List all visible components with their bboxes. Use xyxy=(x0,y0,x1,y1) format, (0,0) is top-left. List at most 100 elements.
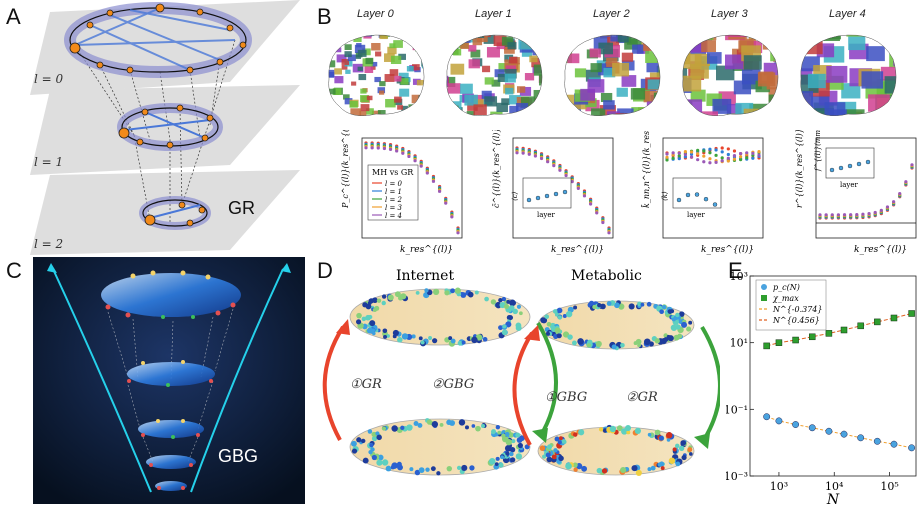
d-node xyxy=(666,432,673,439)
d-node xyxy=(512,308,518,315)
d-node xyxy=(490,429,497,435)
b-legend-item: l = 0 xyxy=(385,180,403,188)
b-legend-item: l = 2 xyxy=(385,196,403,204)
e-point-pc xyxy=(873,437,881,445)
b-point xyxy=(689,155,694,159)
d-node xyxy=(377,454,384,461)
d-node xyxy=(430,466,436,472)
d-node xyxy=(381,459,389,466)
d-node xyxy=(567,334,573,340)
b-point xyxy=(702,154,706,158)
b-point xyxy=(818,213,822,217)
d-node xyxy=(498,325,503,331)
arrow-label-metabolic-2: ②GR xyxy=(626,390,658,405)
d-node xyxy=(572,462,578,468)
d-node xyxy=(544,314,550,320)
d-node xyxy=(542,454,547,459)
b-inset-xlabel: layer xyxy=(537,211,556,219)
b-point xyxy=(739,152,743,156)
d-node xyxy=(474,290,479,295)
model-label-gr: GR xyxy=(228,198,255,218)
d-node xyxy=(415,290,420,295)
d-node xyxy=(659,309,664,315)
e-point-chi xyxy=(775,339,783,346)
b-inset-xlabel: layer xyxy=(840,181,859,189)
d-node xyxy=(392,329,399,336)
d-node xyxy=(382,328,388,334)
d-node xyxy=(573,432,578,437)
b-point xyxy=(665,155,669,159)
b-subplot-1 xyxy=(512,137,614,239)
d-node xyxy=(686,326,692,332)
plane-layer-2 xyxy=(30,170,300,255)
d-node xyxy=(385,465,392,472)
d-node xyxy=(565,462,572,470)
d-node xyxy=(432,338,438,344)
b-point xyxy=(376,146,380,150)
d-node xyxy=(626,430,631,435)
d-node xyxy=(508,315,514,321)
b-point xyxy=(861,212,865,216)
d-node xyxy=(658,435,664,441)
e-ytick: 10³ xyxy=(730,270,748,283)
d-node xyxy=(546,456,553,463)
b-point xyxy=(873,210,877,215)
d-node xyxy=(552,309,558,314)
d-node xyxy=(498,462,504,468)
b-point xyxy=(558,168,562,172)
layer-label-0: l = 0 xyxy=(34,72,64,86)
d-node xyxy=(662,305,667,310)
e-point-pc xyxy=(908,444,916,452)
d-node xyxy=(606,301,612,306)
d-node xyxy=(672,447,677,452)
b-point xyxy=(708,161,712,165)
d-node xyxy=(372,307,377,313)
b-xlabel-1: k_res^{(l)} xyxy=(551,244,604,255)
d-node xyxy=(457,340,463,346)
e-fit-line-chi xyxy=(766,313,912,347)
layer-title-1: Layer 1 xyxy=(475,8,512,20)
e-point-chi xyxy=(890,314,898,322)
b-point xyxy=(867,212,871,216)
panel-letter-b: B xyxy=(317,4,332,29)
d-node xyxy=(418,467,425,474)
d-node xyxy=(495,425,501,430)
b-point xyxy=(720,156,724,160)
d-node xyxy=(505,451,510,456)
d-node xyxy=(557,315,563,320)
d-node xyxy=(381,426,387,431)
d-node xyxy=(381,300,386,306)
d-node xyxy=(367,301,372,305)
b-point xyxy=(708,147,712,151)
b-point xyxy=(533,154,537,158)
b-point xyxy=(745,151,749,155)
d-node xyxy=(646,301,652,307)
e-xlabel: N xyxy=(826,492,840,505)
d-node xyxy=(518,435,525,442)
d-node xyxy=(516,304,522,309)
b-point xyxy=(739,155,743,159)
d-node xyxy=(397,337,403,343)
brain-layer-1 xyxy=(446,34,543,116)
panel-letter-c: C xyxy=(6,258,22,283)
d-node xyxy=(387,294,394,301)
e-point-pc xyxy=(775,417,783,425)
b-point xyxy=(677,156,681,161)
d-node xyxy=(545,331,551,336)
b-point xyxy=(751,151,755,155)
d-node xyxy=(375,431,380,436)
d-node xyxy=(418,336,423,341)
b-point xyxy=(671,151,675,155)
d-node xyxy=(376,459,383,466)
d-node xyxy=(371,454,377,461)
b-point xyxy=(582,194,587,198)
d-node xyxy=(495,456,500,461)
b-point xyxy=(726,147,730,151)
b-ylabel-2: k̄_nn,n^{(l)}(k_res^{(l)}) xyxy=(641,130,651,208)
arrow-label-internet-1: ①GR xyxy=(350,377,382,392)
b-point xyxy=(910,163,914,167)
d-node xyxy=(370,447,375,452)
d-node xyxy=(666,438,671,442)
d-node xyxy=(675,312,680,318)
b-legend-item: l = 1 xyxy=(385,188,402,196)
